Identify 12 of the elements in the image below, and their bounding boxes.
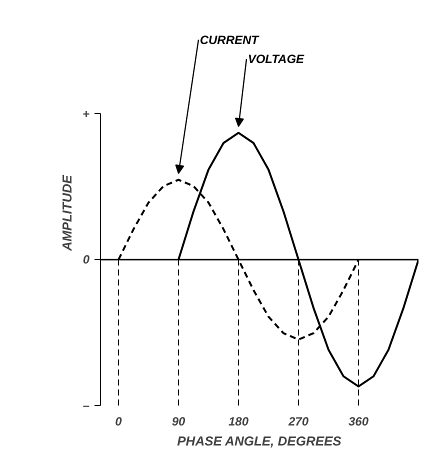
text: VOLTAGE: [248, 52, 306, 66]
x-tick-label: 180: [228, 414, 249, 428]
text: +: [82, 106, 90, 121]
x-axis-title: PHASE ANGLE, DEGREES: [177, 434, 342, 448]
x-tick-label: 0: [115, 414, 122, 428]
text: 0: [82, 252, 90, 267]
x-tick-label: 360: [348, 414, 369, 428]
x-tick-label: 270: [287, 414, 309, 428]
y-axis-title: AMPLITUDE: [59, 174, 74, 252]
x-tick-label: 90: [172, 414, 186, 428]
text: –: [82, 398, 90, 412]
text: CURRENT: [200, 32, 260, 47]
